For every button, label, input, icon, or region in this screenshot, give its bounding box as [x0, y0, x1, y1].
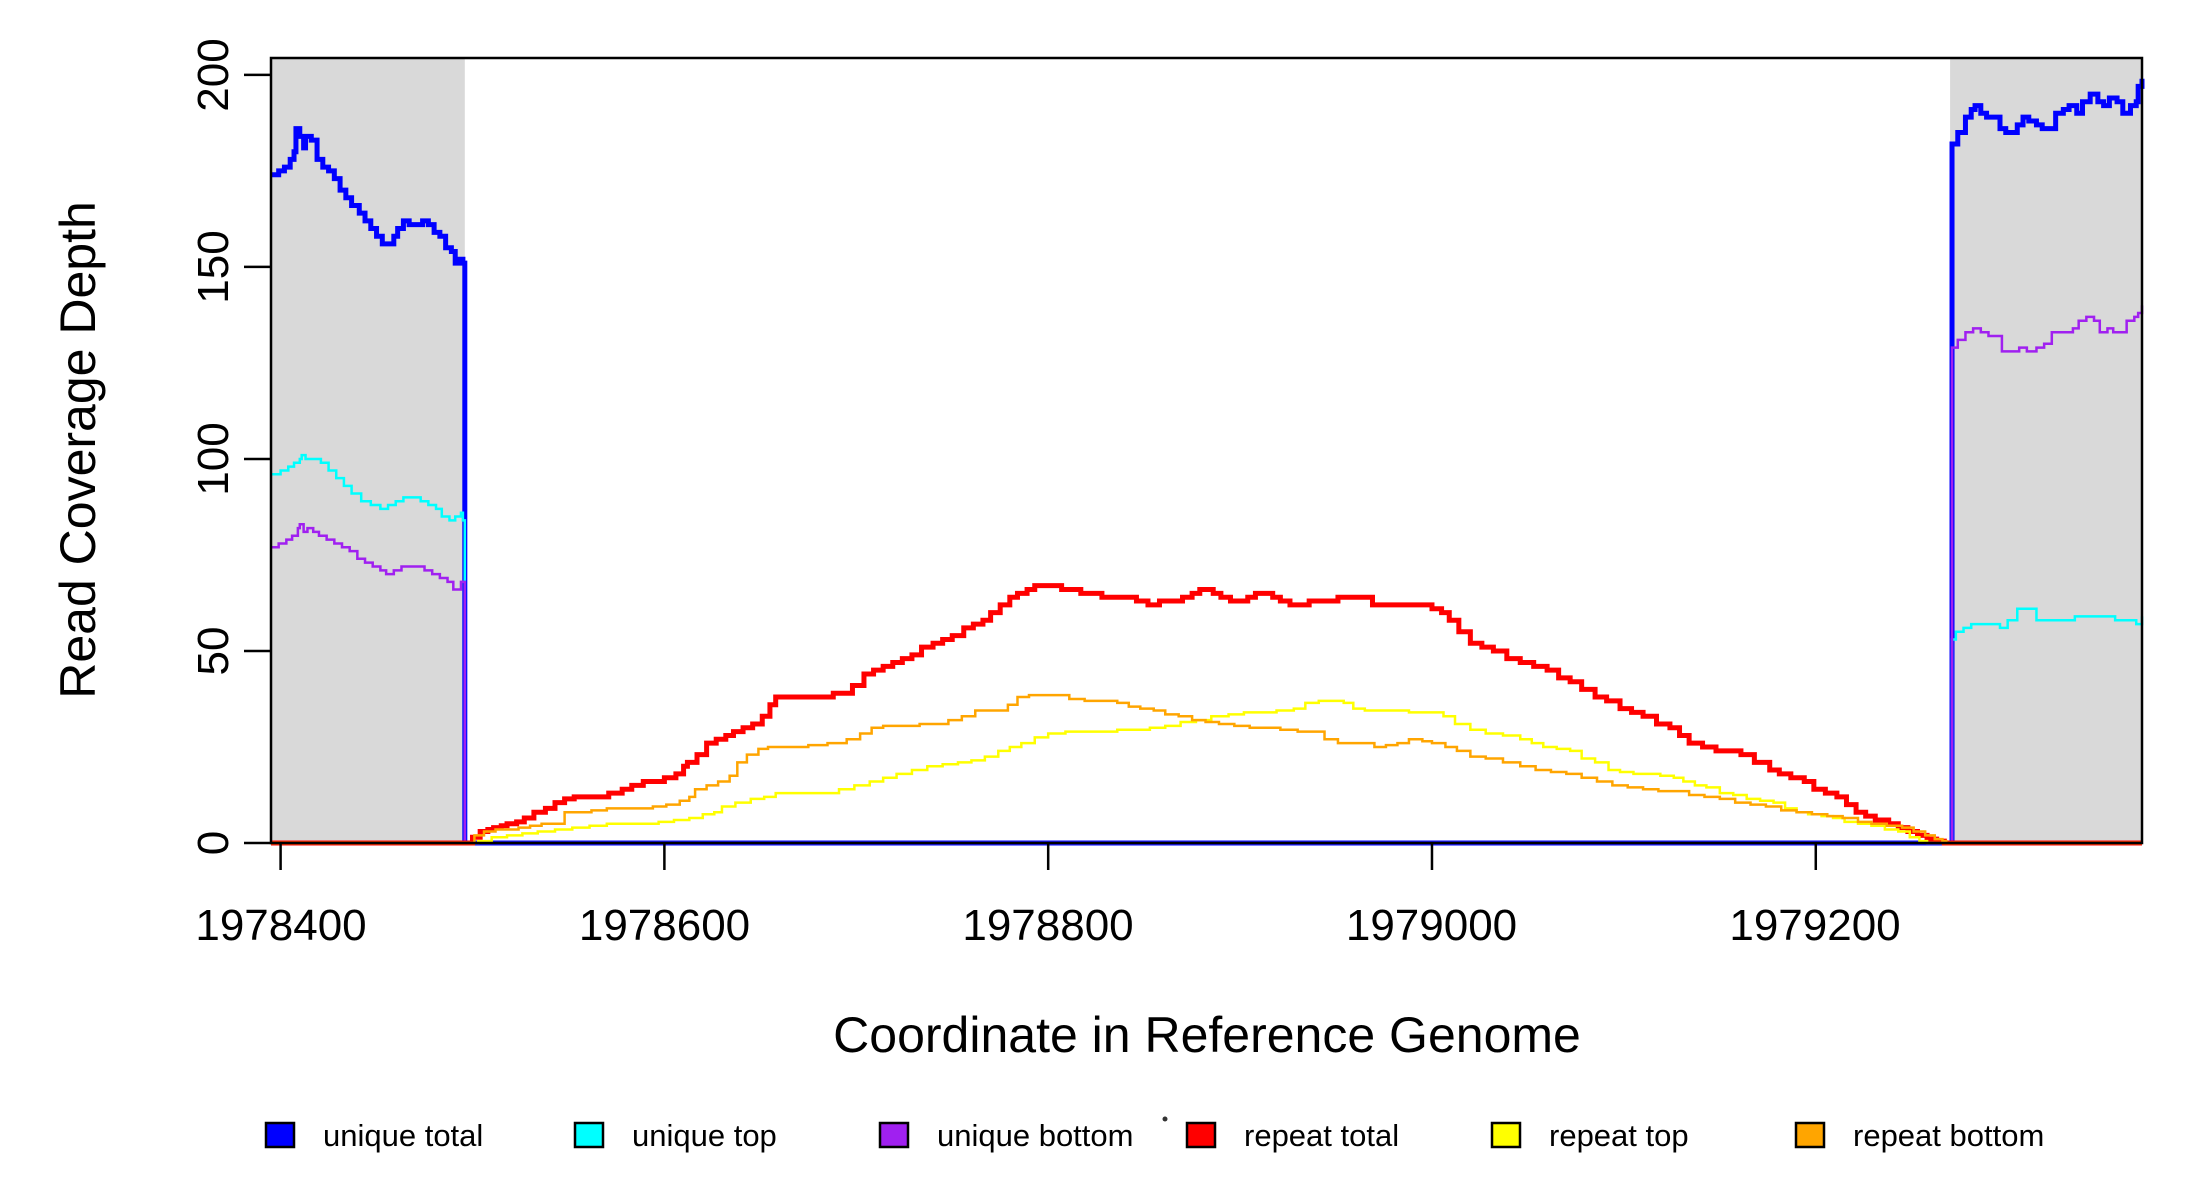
shaded-regions [271, 58, 2142, 843]
y-tick-label: 50 [189, 627, 238, 676]
legend-item-repeat-top: repeat top [1490, 1118, 1689, 1153]
legend-label: unique bottom [937, 1118, 1133, 1153]
series-layer [271, 78, 2145, 846]
shaded-region [1950, 58, 2142, 843]
series-repeat-bottom [271, 693, 2142, 845]
legend-label: repeat total [1244, 1118, 1399, 1153]
x-tick-label: 1978400 [195, 901, 366, 950]
y-axis-title: Read Coverage Depth [50, 201, 106, 699]
y-tick-label: 0 [189, 831, 238, 855]
axis-ticks [244, 73, 1818, 870]
artifact-dot [1162, 1116, 1168, 1122]
x-axis-tick-labels: 1978400 1978600 1978800 1979000 1979200 [195, 901, 1900, 950]
legend-swatch-repeat-top [1490, 1121, 1522, 1149]
legend-label: repeat top [1549, 1118, 1689, 1153]
legend-item-unique-top: unique top [573, 1118, 777, 1153]
legend-item-unique-total: unique total [264, 1118, 483, 1153]
y-tick-label: 200 [189, 38, 238, 111]
legend-swatch-unique-bottom [878, 1121, 910, 1149]
legend-label: unique top [632, 1118, 777, 1153]
series-repeat-top [271, 699, 2142, 845]
series-repeat-total [271, 583, 2142, 846]
legend-item-unique-bottom: unique bottom [878, 1118, 1133, 1153]
y-axis-tick-labels: 0 50 100 150 200 [189, 38, 238, 855]
series-unique-bottom [271, 305, 2144, 845]
series-unique-top [271, 453, 2144, 845]
x-axis-title: Coordinate in Reference Genome [833, 1007, 1581, 1063]
x-tick-label: 1978800 [962, 901, 1133, 950]
legend: unique total unique top unique bottom re… [264, 1118, 2044, 1153]
legend-item-repeat-total: repeat total [1185, 1118, 1399, 1153]
plot-box [269, 56, 2144, 845]
series-unique-total [271, 78, 2145, 846]
x-tick-label: 1978600 [579, 901, 750, 950]
legend-swatch-repeat-total [1185, 1121, 1217, 1149]
legend-swatch-unique-top [573, 1121, 605, 1149]
x-tick-label: 1979000 [1346, 901, 1517, 950]
legend-swatch-repeat-bottom [1794, 1121, 1826, 1149]
y-tick-label: 150 [189, 230, 238, 303]
legend-item-repeat-bottom: repeat bottom [1794, 1118, 2044, 1153]
legend-label: repeat bottom [1853, 1118, 2044, 1153]
shaded-region [271, 58, 465, 843]
y-tick-label: 100 [189, 422, 238, 495]
legend-label: unique total [323, 1118, 483, 1153]
legend-swatch-unique-total [264, 1121, 296, 1149]
x-tick-label: 1979200 [1729, 901, 1900, 950]
